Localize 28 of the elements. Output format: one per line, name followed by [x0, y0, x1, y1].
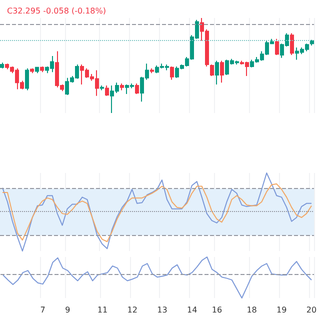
x-tick-label: 19	[276, 306, 287, 314]
candlestick	[290, 32, 294, 56]
x-tick-label: 14	[186, 306, 198, 314]
candlestick	[120, 83, 124, 91]
candlestick	[215, 60, 219, 85]
candlestick	[30, 68, 34, 74]
x-tick-label: 7	[40, 306, 46, 314]
chart-title: C32.295 -0.058 (-0.18%)	[7, 6, 106, 16]
candlestick	[150, 68, 154, 74]
x-tick-label: 16	[212, 306, 222, 314]
candlestick	[100, 84, 104, 91]
candlestick	[310, 39, 314, 46]
x-tick-label: 13	[157, 306, 168, 314]
x-tick-label: 20	[306, 306, 317, 314]
candlestick	[210, 64, 214, 76]
candlestick	[170, 66, 174, 80]
candlestick	[275, 38, 279, 56]
candlestick	[135, 83, 139, 94]
x-tick-label: 9	[65, 306, 70, 314]
x-tick-label: 12	[127, 306, 138, 314]
candlestick	[25, 68, 29, 91]
candlestick	[40, 66, 44, 73]
candlestick	[0, 62, 4, 69]
candlestick	[105, 84, 109, 96]
x-tick-label: 18	[246, 306, 257, 314]
candlestick	[220, 60, 224, 84]
candlestick	[35, 66, 39, 74]
x-tick-label: 11	[97, 306, 108, 314]
